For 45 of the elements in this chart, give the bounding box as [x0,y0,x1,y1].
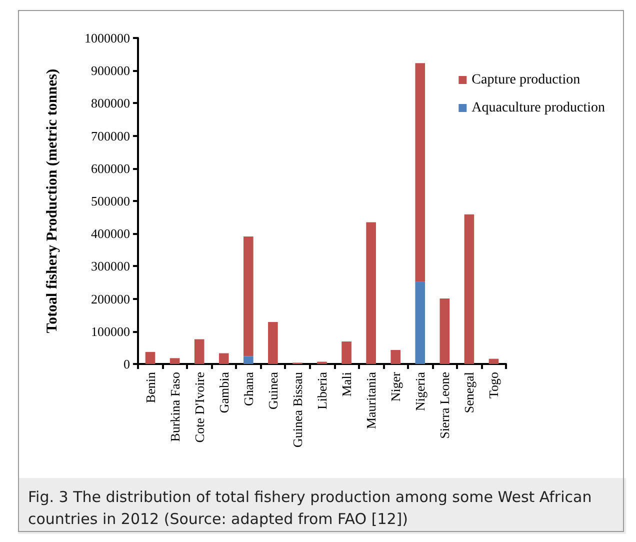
y-tick-label: 500000 [91,194,130,208]
y-tick-label: 200000 [91,291,130,306]
x-tick-label: Benin [142,372,158,404]
y-tick-label: 600000 [91,160,130,176]
bar [440,298,450,364]
y-axis-title: Totoal fishery Production (metric tonnes) [44,68,60,334]
x-tick-label: Nigeria [412,372,428,411]
y-tick-label: 300000 [91,258,130,274]
bar [415,63,426,282]
bar [243,356,254,364]
bar [464,214,474,364]
x-tick-label: Mali [339,372,354,397]
bar [218,353,229,364]
bar [342,342,352,364]
y-tick-label: 400000 [91,226,130,242]
x-tick-label: Liberia [314,372,330,410]
bar [243,236,254,356]
x-tick-label: Guinea Bissau [290,372,305,448]
x-tick-label: Senegal [462,372,477,414]
bar [268,322,278,364]
legend-label: Capture production [472,72,580,88]
x-tick-label: Gambia [216,372,232,414]
x-tick-label: Guinea [265,372,280,410]
x-tick-label: Ghana [240,372,256,406]
bar [145,352,156,364]
x-tick-label: Niger [388,371,404,402]
bar [366,222,376,364]
bar [194,339,204,364]
y-tick-label: 700000 [91,128,130,144]
bar [170,358,180,364]
bar [488,358,499,364]
y-tick-label: 100000 [91,324,130,339]
y-tick-label: 1000000 [84,30,130,46]
caption: Fig. 3 The distribution of total fishery production among some West African countries in 2012 (Source: adapted from FAO [12]) [28,488,596,528]
x-tick-label: Sierra Leone [437,372,452,439]
bar [415,282,426,364]
x-tick-label: Togo [486,372,502,399]
y-tick-label: 800000 [91,96,130,111]
legend-label: Aquaculture production [472,100,606,116]
x-tick-label: Burkina Faso [167,372,182,442]
x-tick-label: Cote D'Ivoire [192,372,207,443]
y-tick-label: 0 [124,356,130,372]
y-tick-label: 900000 [91,63,130,78]
x-tick-label: Mauritania [364,372,379,430]
bar [390,350,401,364]
